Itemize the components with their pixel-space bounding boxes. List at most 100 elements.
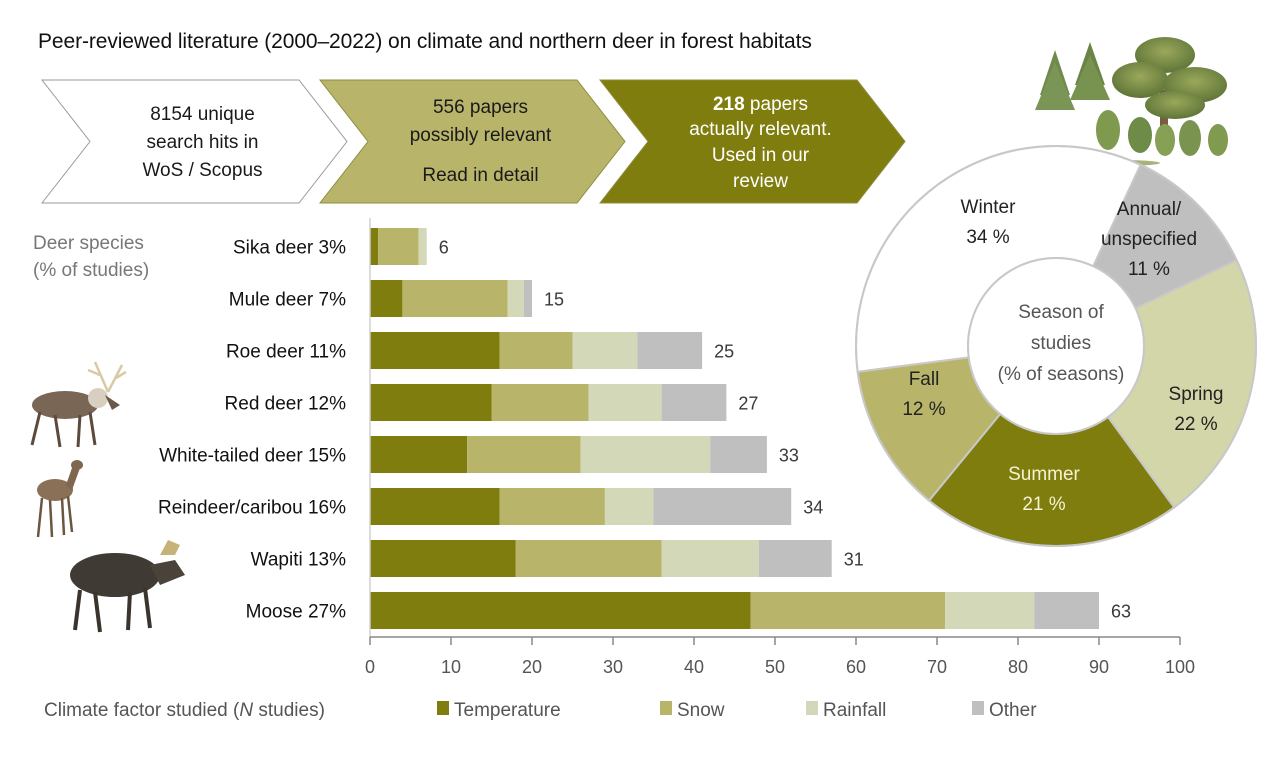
bar-segment-other — [523, 280, 532, 317]
forest-trees-illustration — [1035, 37, 1228, 166]
bar-segment-rainfall — [661, 540, 759, 577]
bar-row: Sika deer 3% 6 — [233, 228, 449, 265]
flow-step-1-line-2: search hits in — [147, 132, 259, 153]
bar-segment-snow — [491, 384, 589, 421]
category-label: Sika deer 3% — [233, 238, 346, 259]
flow-step-2 — [318, 79, 626, 204]
flow-step-1 — [40, 79, 348, 204]
x-tick-label: 100 — [1165, 657, 1195, 677]
donut-center-label: studies — [1031, 333, 1091, 354]
roe-deer-illustration — [36, 460, 83, 538]
total-label: 25 — [714, 342, 734, 362]
category-label: Wapiti 13% — [251, 550, 346, 571]
flow-step-2-line-1: 556 papers — [433, 97, 528, 118]
bar-segment-other — [661, 384, 727, 421]
total-label: 34 — [803, 498, 823, 518]
season-donut-chart: Annual/unspecified 11 % Spring 22 % Summer 21… — [855, 145, 1257, 547]
bar-segment-snow — [515, 540, 662, 577]
legend-swatch-temperature — [437, 701, 449, 715]
bar-segment-snow — [499, 332, 573, 369]
category-label: White-tailed deer 15% — [159, 446, 346, 467]
legend-label-snow: Snow — [677, 700, 725, 721]
legend-label-other: Other — [989, 700, 1037, 721]
legend-title: Climate factor studied (N studies) — [44, 700, 325, 721]
bar-segment-snow — [402, 280, 508, 317]
bar-segment-other — [710, 436, 767, 473]
bar-segment-rainfall — [507, 280, 524, 317]
x-tick-label: 70 — [927, 657, 947, 677]
category-label: Reindeer/caribou 16% — [158, 498, 346, 519]
donut-hole — [967, 257, 1145, 435]
bar-segment-temperature — [370, 280, 403, 317]
flow-step-3 — [598, 79, 906, 204]
donut-slice-label: Annual/ — [1117, 199, 1182, 220]
donut-slice-label: Summer — [1008, 464, 1080, 485]
x-tick-label: 20 — [522, 657, 542, 677]
bar-segment-temperature — [370, 488, 500, 525]
donut-slice-label: 22 % — [1174, 414, 1217, 435]
x-tick-label: 40 — [684, 657, 704, 677]
bar-row: Moose 27% 63 — [246, 592, 1131, 629]
category-label: Red deer 12% — [225, 394, 347, 415]
donut-center-label: (% of seasons) — [998, 364, 1125, 385]
x-tick-label: 30 — [603, 657, 623, 677]
bar-row: Reindeer/caribou 16% 34 — [158, 488, 823, 525]
category-label: Moose 27% — [246, 602, 346, 623]
total-label: 6 — [439, 238, 449, 258]
flow-step-3-line-2: actually relevant. — [689, 119, 832, 140]
category-label: Roe deer 11% — [226, 342, 346, 363]
workflow-chevrons: 8154 unique search hits in WoS / Scopus 556… — [40, 79, 906, 204]
bar-segment-other — [653, 488, 792, 525]
flow-step-1-line-1: 8154 unique — [150, 104, 255, 125]
bar-segment-rainfall — [604, 488, 654, 525]
x-tick-label: 10 — [441, 657, 461, 677]
bar-row: Roe deer 11% 25 — [226, 332, 734, 369]
legend-swatch-other — [972, 701, 984, 715]
total-label: 31 — [844, 550, 864, 570]
moose-illustration — [70, 540, 185, 633]
bar-segment-temperature — [370, 436, 468, 473]
donut-slice-label: 11 % — [1128, 259, 1170, 280]
x-tick-label: 80 — [1008, 657, 1028, 677]
stacked-bar-chart: Deer species (% of studies) Sika deer 3%… — [33, 218, 1195, 677]
x-tick-label: 0 — [365, 657, 375, 677]
legend-swatch-snow — [660, 701, 672, 715]
donut-outer-ring — [855, 145, 1257, 547]
bar-segment-temperature — [370, 332, 500, 369]
bar-row: Mule deer 7% 15 — [229, 280, 564, 317]
bar-segment-temperature — [370, 228, 379, 265]
category-label: Mule deer 7% — [229, 290, 346, 311]
flow-step-3-line-4: review — [733, 171, 788, 192]
donut-slice-label: 12 % — [902, 399, 945, 420]
bar-row: Red deer 12% 27 — [225, 384, 758, 421]
bar-segment-rainfall — [945, 592, 1035, 629]
bar-segment-snow — [750, 592, 946, 629]
donut-slice-label: Fall — [909, 369, 940, 390]
donut-slice-label: Winter — [961, 197, 1017, 218]
flow-step-1-line-3: WoS / Scopus — [142, 160, 262, 181]
y-axis-title-line2: (% of studies) — [33, 260, 149, 281]
donut-slice-label: unspecified — [1101, 229, 1197, 250]
reindeer-illustration — [30, 361, 127, 448]
bar-row: White-tailed deer 15% 33 — [159, 436, 799, 473]
bar-segment-temperature — [370, 540, 516, 577]
bar-segment-other — [1034, 592, 1099, 629]
bar-row: Wapiti 13% 31 — [251, 540, 864, 577]
bar-segment-rainfall — [418, 228, 427, 265]
donut-slice-label: 21 % — [1022, 494, 1065, 515]
total-label: 15 — [544, 290, 564, 310]
chart-legend: Climate factor studied (N studies) Tempe… — [44, 700, 1037, 721]
total-label: 33 — [779, 446, 799, 466]
flow-step-3-line-3: Used in our — [712, 145, 810, 166]
bar-segment-other — [758, 540, 832, 577]
total-label: 27 — [738, 394, 758, 414]
flow-step-2-line-2: possibly relevant — [410, 125, 552, 146]
bar-segment-rainfall — [572, 332, 638, 369]
bar-segment-snow — [378, 228, 419, 265]
bar-segment-temperature — [370, 384, 492, 421]
donut-slice-label: 34 % — [966, 227, 1009, 248]
x-tick-label: 90 — [1089, 657, 1109, 677]
donut-center-label: Season of — [1018, 302, 1104, 323]
